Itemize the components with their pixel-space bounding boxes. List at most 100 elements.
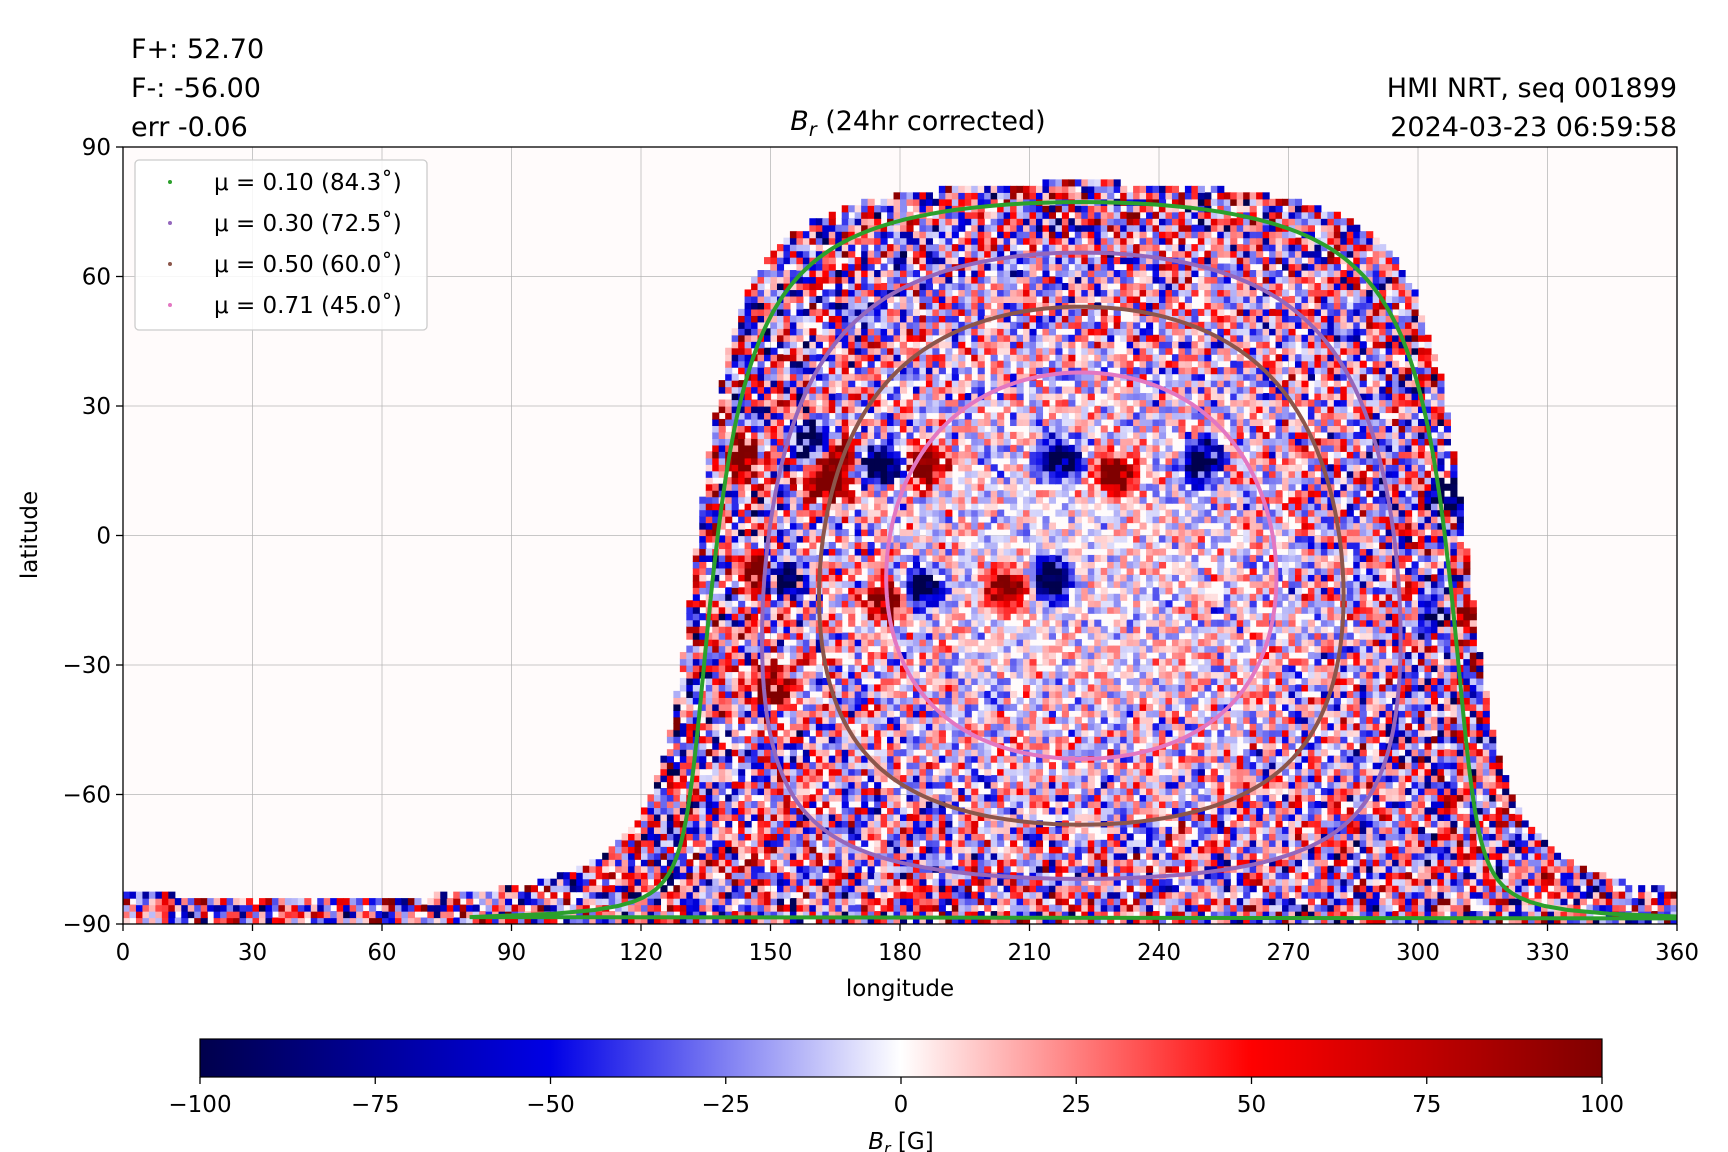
heatmap-cell — [1107, 852, 1115, 860]
heatmap-cell — [1508, 820, 1516, 828]
heatmap-cell — [1139, 729, 1147, 737]
heatmap-cell — [822, 813, 830, 821]
heatmap-cell — [1055, 833, 1063, 841]
heatmap-cell — [984, 716, 992, 724]
heatmap-cell — [1482, 697, 1490, 705]
heatmap-cell — [1340, 684, 1348, 692]
heatmap-cell — [1424, 729, 1432, 737]
heatmap-cell — [770, 898, 778, 906]
heatmap-cell — [1294, 781, 1303, 789]
heatmap-cell — [1107, 684, 1115, 692]
heatmap-cell — [647, 911, 655, 919]
heatmap-cell — [1398, 885, 1406, 893]
heatmap-cell — [297, 911, 305, 919]
heatmap-cell — [1443, 794, 1451, 802]
heatmap-cell — [802, 794, 810, 802]
heatmap-cell — [932, 813, 940, 821]
heatmap-cell — [1314, 833, 1322, 841]
heatmap-cell — [505, 885, 513, 893]
heatmap-cell — [906, 826, 914, 834]
heatmap-cell — [1657, 904, 1665, 912]
heatmap-cell — [1016, 859, 1024, 867]
heatmap-cell — [990, 839, 998, 847]
heatmap-cell — [1120, 768, 1128, 776]
heatmap-cell — [679, 723, 687, 731]
heatmap-cell — [990, 677, 998, 686]
heatmap-cell — [1482, 775, 1490, 783]
heatmap-cell — [1469, 768, 1477, 776]
heatmap-cell — [1061, 716, 1069, 724]
heatmap-cell — [692, 788, 700, 796]
heatmap-cell — [984, 697, 992, 705]
heatmap-cell — [925, 710, 933, 718]
heatmap-cell — [705, 891, 713, 899]
heatmap-cell — [1359, 904, 1367, 912]
heatmap-cell — [1346, 742, 1354, 750]
heatmap-cell — [764, 736, 772, 744]
heatmap-cell — [783, 775, 791, 783]
heatmap-cell — [1275, 904, 1283, 912]
heatmap-cell — [1385, 684, 1393, 692]
heatmap-cell — [304, 904, 312, 912]
heatmap-cell — [1120, 891, 1128, 899]
heatmap-cell — [1282, 807, 1290, 815]
heatmap-cell — [1301, 710, 1309, 718]
heatmap-cell — [919, 762, 927, 770]
heatmap-cell — [757, 917, 765, 924]
heatmap-cell — [1405, 852, 1413, 860]
heatmap-cell — [770, 852, 778, 860]
heatmap-cell — [1243, 878, 1251, 886]
heatmap-cell — [1657, 891, 1665, 899]
heatmap-cell — [1353, 813, 1361, 821]
heatmap-cell — [129, 891, 137, 899]
heatmap-cell — [284, 904, 292, 912]
heatmap-cell — [517, 904, 526, 912]
heatmap-cell — [1217, 820, 1225, 828]
heatmap-cell — [1165, 749, 1173, 757]
heatmap-cell — [1372, 684, 1380, 692]
heatmap-cell — [1385, 813, 1393, 821]
heatmap-cell — [1262, 904, 1270, 912]
heatmap-cell — [666, 794, 674, 802]
heatmap-cell — [997, 684, 1005, 692]
heatmap-cell — [1217, 781, 1225, 789]
heatmap-cell — [828, 859, 836, 867]
heatmap-cell — [828, 917, 836, 924]
heatmap-cell — [1178, 826, 1186, 834]
heatmap-cell — [1314, 904, 1322, 912]
heatmap-cell — [1307, 716, 1315, 724]
heatmap-cell — [414, 898, 422, 906]
heatmap-cell — [718, 846, 726, 854]
heatmap-cell — [841, 677, 849, 686]
heatmap-cell — [1592, 872, 1600, 880]
heatmap-cell — [595, 891, 603, 899]
heatmap-cell — [1068, 677, 1076, 686]
heatmap-cell — [699, 872, 707, 880]
heatmap-cell — [1443, 690, 1451, 698]
heatmap-cell — [660, 839, 668, 847]
heatmap-cell — [1023, 690, 1031, 698]
heatmap-cell — [1294, 716, 1303, 724]
heatmap-cell — [1418, 852, 1426, 860]
heatmap-cell — [1424, 865, 1432, 873]
heatmap-cell — [738, 768, 746, 776]
heatmap-cell — [1178, 833, 1186, 841]
heatmap-cell — [854, 859, 862, 867]
heatmap-cell — [1456, 833, 1464, 841]
heatmap-cell — [1495, 865, 1503, 873]
heatmap-cell — [1521, 820, 1529, 828]
heatmap-cell — [1165, 865, 1173, 873]
heatmap-cell — [602, 852, 610, 860]
heatmap-cell — [1282, 813, 1290, 821]
heatmap-cell — [880, 762, 888, 770]
heatmap-cell — [958, 917, 966, 924]
heatmap-cell — [511, 891, 519, 899]
heatmap-cell — [1282, 768, 1290, 776]
heatmap-cell — [692, 833, 700, 841]
heatmap-cell — [1450, 775, 1458, 783]
heatmap-cell — [135, 917, 144, 924]
heatmap-cell — [951, 742, 959, 750]
heatmap-cell — [1398, 826, 1406, 834]
heatmap-cell — [1366, 781, 1374, 789]
heatmap-cell — [1269, 891, 1277, 899]
